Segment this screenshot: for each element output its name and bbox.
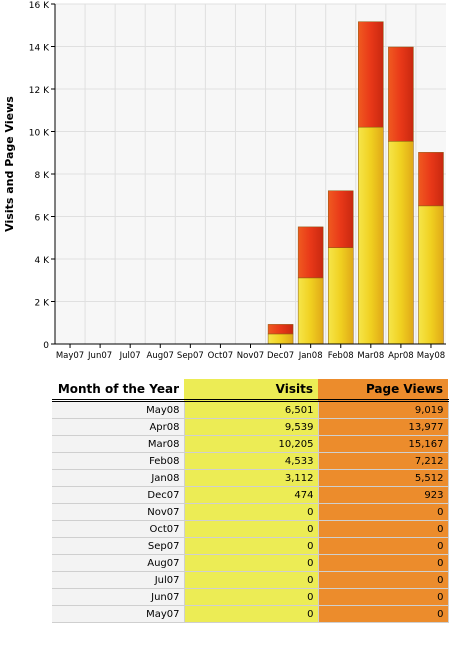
x-tick-label: Jul07 — [119, 351, 141, 361]
table-row: Oct07 0 0 — [52, 520, 449, 538]
bar-segment-apr08-0 — [388, 141, 414, 345]
cell-month: Sep07 — [52, 537, 185, 555]
table-row: Feb08 4,533 7,212 — [52, 452, 449, 470]
x-tick-label: Dec07 — [267, 351, 294, 361]
cell-month: Feb08 — [52, 452, 185, 470]
x-tick-label: Jun07 — [87, 351, 112, 361]
bar-segment-dec07-1 — [267, 324, 294, 335]
table-row: Mar08 10,205 15,167 — [52, 435, 449, 453]
cell-month: Jul07 — [52, 571, 185, 589]
cell-month: Jan08 — [52, 469, 185, 487]
cell-visits: 4,533 — [184, 452, 319, 470]
cell-month: Jun07 — [52, 588, 185, 606]
bar-segment-jan08-1 — [297, 226, 324, 279]
cell-visits: 0 — [184, 554, 319, 572]
x-tick-label: Apr08 — [388, 351, 414, 361]
cell-visits: 474 — [184, 486, 319, 504]
cell-visits: 0 — [184, 503, 319, 521]
cell-page-views: 0 — [318, 554, 449, 572]
cell-page-views: 5,512 — [318, 469, 449, 487]
cell-visits: 0 — [184, 571, 319, 589]
cell-month: Dec07 — [52, 486, 185, 504]
bar-segment-feb08-0 — [327, 247, 354, 345]
table-row: Jun07 0 0 — [52, 588, 449, 606]
cell-visits: 9,539 — [184, 418, 319, 436]
table-header-row: Month of the Year Visits Page Views — [52, 379, 448, 402]
y-tick-label: 16 K — [29, 1, 50, 11]
y-axis-label: Visits and Page Views — [3, 96, 16, 232]
cell-page-views: 923 — [318, 486, 449, 504]
header-month[interactable]: Month of the Year — [52, 379, 184, 402]
y-tick-label: 12 K — [29, 86, 50, 96]
cell-page-views: 15,167 — [318, 435, 449, 453]
table-row: Aug07 0 0 — [52, 554, 449, 572]
cell-page-views: 0 — [318, 588, 449, 606]
y-tick-label: 14 K — [29, 44, 50, 54]
data-table: Month of the Year Visits Page Views May0… — [52, 379, 449, 623]
cell-month: May07 — [52, 605, 185, 623]
cell-page-views: 0 — [318, 537, 449, 555]
x-tick-label: Oct07 — [208, 351, 234, 361]
x-tick-label: May08 — [417, 351, 445, 361]
cell-visits: 0 — [184, 520, 319, 538]
cell-page-views: 7,212 — [318, 452, 449, 470]
cell-page-views: 9,019 — [318, 400, 449, 419]
header-visits[interactable]: Visits — [184, 379, 318, 402]
cell-page-views: 0 — [318, 605, 449, 623]
bar-segment-feb08-1 — [327, 190, 354, 248]
x-tick-label: Nov07 — [237, 351, 264, 361]
table-row: May08 6,501 9,019 — [52, 400, 449, 419]
cell-page-views: 13,977 — [318, 418, 449, 436]
y-tick-label: 2 K — [35, 299, 51, 309]
y-tick-label: 4 K — [35, 256, 51, 266]
header-page-views[interactable]: Page Views — [318, 379, 448, 402]
cell-month: Nov07 — [52, 503, 185, 521]
bar-segment-mar08-0 — [358, 126, 384, 345]
cell-page-views: 0 — [318, 571, 449, 589]
x-tick-label: May07 — [56, 351, 84, 361]
cell-visits: 0 — [184, 588, 319, 606]
cell-page-views: 0 — [318, 520, 449, 538]
cell-visits: 0 — [184, 537, 319, 555]
x-tick-label: Jan08 — [298, 351, 323, 361]
table-row: Jan08 3,112 5,512 — [52, 469, 449, 487]
cell-month: Apr08 — [52, 418, 185, 436]
bar-segment-apr08-1 — [388, 46, 414, 142]
table-row: Sep07 0 0 — [52, 537, 449, 555]
cell-visits: 0 — [184, 605, 319, 623]
x-tick-label: Aug07 — [147, 351, 174, 361]
bar-segment-jan08-0 — [297, 277, 324, 345]
table-row: Jul07 0 0 — [52, 571, 449, 589]
cell-visits: 3,112 — [184, 469, 319, 487]
table-row: Nov07 0 0 — [52, 503, 449, 521]
cell-page-views: 0 — [318, 503, 449, 521]
y-tick-label: 0 — [43, 341, 49, 351]
y-tick-label: 8 K — [35, 171, 51, 181]
bar-segment-may08-1 — [418, 152, 444, 207]
cell-month: May08 — [52, 400, 185, 419]
table-row: Apr08 9,539 13,977 — [52, 418, 449, 436]
cell-visits: 6,501 — [184, 400, 319, 419]
cell-month: Aug07 — [52, 554, 185, 572]
x-tick-label: Mar08 — [357, 351, 384, 361]
x-tick-label: Sep07 — [177, 351, 204, 361]
data-table-container: Month of the Year Visits Page Views May0… — [52, 379, 449, 623]
bar-segment-may08-0 — [418, 205, 444, 345]
table-row: Dec07 474 923 — [52, 486, 449, 504]
x-tick-label: Feb08 — [328, 351, 354, 361]
y-tick-label: 6 K — [35, 214, 51, 224]
cell-month: Mar08 — [52, 435, 185, 453]
cell-month: Oct07 — [52, 520, 185, 538]
cell-visits: 10,205 — [184, 435, 319, 453]
bar-segment-dec07-0 — [267, 333, 294, 345]
bar-segment-mar08-1 — [358, 21, 384, 128]
y-tick-label: 10 K — [29, 129, 50, 139]
stacked-bar-chart: 0 2 K 4 K 6 K 8 K 10 K 12 K 14 K 16 K May07 Jun07 J… — [3, 1, 446, 361]
table-row: May07 0 0 — [52, 605, 449, 623]
